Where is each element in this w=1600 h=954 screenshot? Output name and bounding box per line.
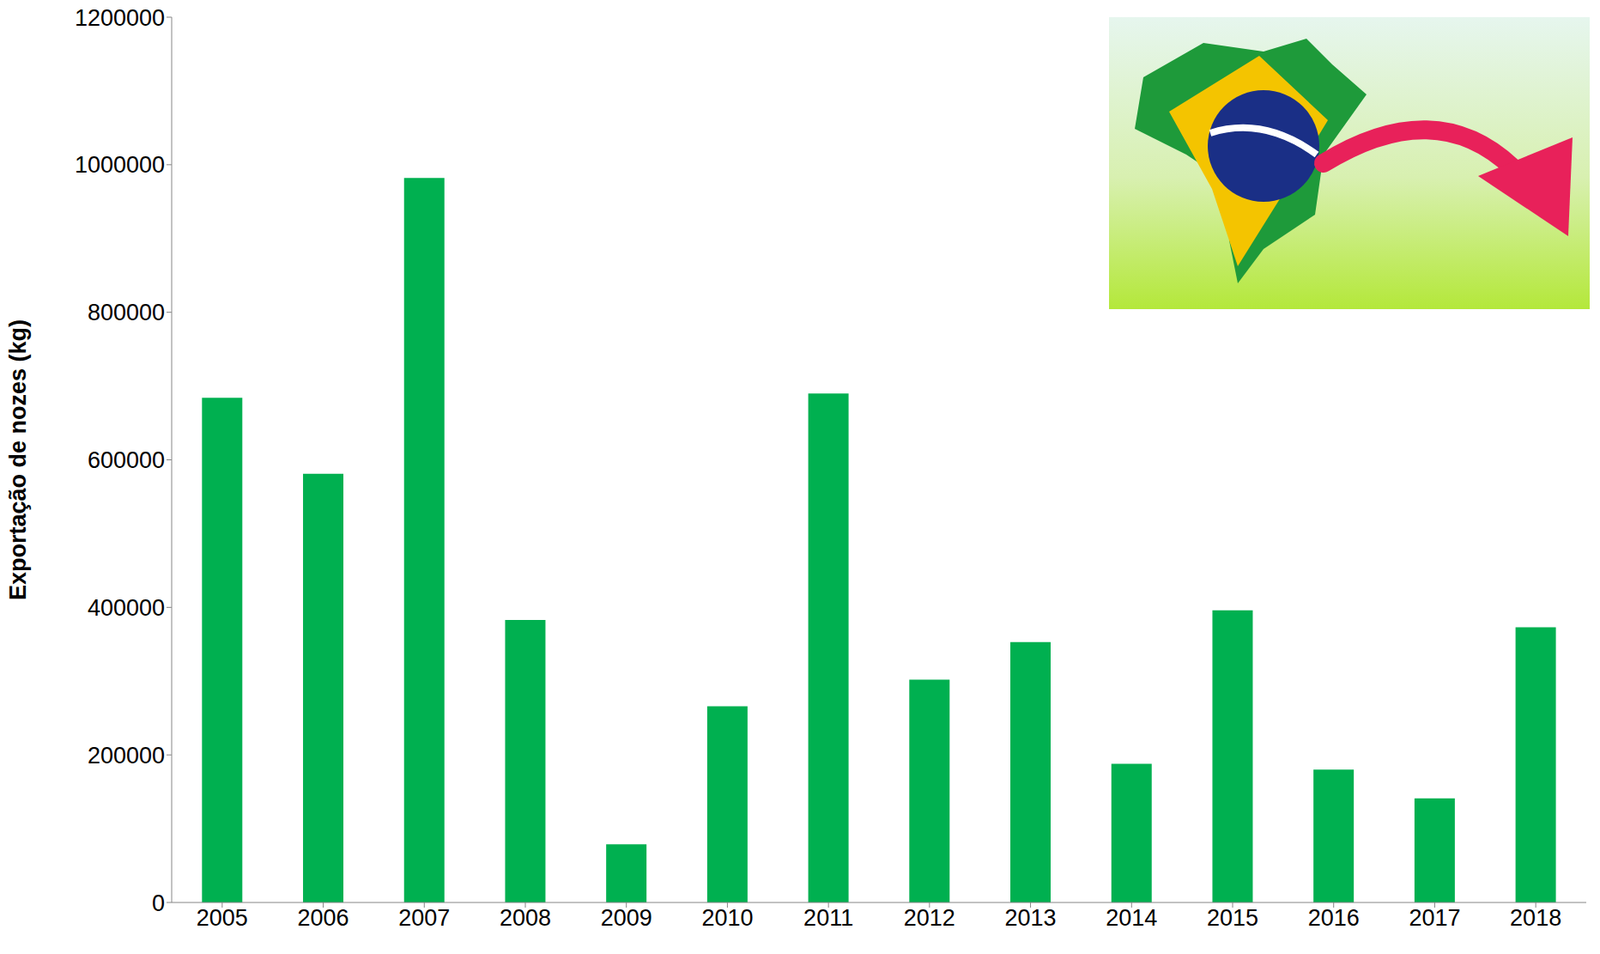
svg-text:2013: 2013 [1005, 904, 1057, 931]
svg-text:2007: 2007 [398, 904, 450, 931]
svg-text:1200000: 1200000 [74, 5, 165, 31]
svg-text:2009: 2009 [600, 904, 653, 931]
svg-text:2015: 2015 [1206, 904, 1259, 931]
svg-text:2011: 2011 [803, 904, 854, 931]
svg-text:600000: 600000 [87, 447, 165, 473]
svg-text:200000: 200000 [87, 742, 165, 769]
svg-text:2018: 2018 [1509, 904, 1562, 931]
svg-text:800000: 800000 [87, 299, 165, 326]
svg-text:2008: 2008 [499, 904, 552, 931]
svg-text:2014: 2014 [1105, 904, 1158, 931]
svg-text:Exportação de nozes (kg): Exportação de nozes (kg) [5, 319, 31, 600]
svg-text:0: 0 [151, 890, 165, 916]
svg-text:2010: 2010 [701, 904, 753, 931]
svg-text:2017: 2017 [1408, 904, 1461, 931]
svg-text:400000: 400000 [87, 594, 165, 621]
svg-text:2012: 2012 [903, 904, 956, 931]
svg-text:1000000: 1000000 [74, 151, 165, 178]
svg-text:2006: 2006 [297, 904, 350, 931]
svg-text:2005: 2005 [196, 904, 249, 931]
svg-text:2016: 2016 [1308, 904, 1360, 931]
